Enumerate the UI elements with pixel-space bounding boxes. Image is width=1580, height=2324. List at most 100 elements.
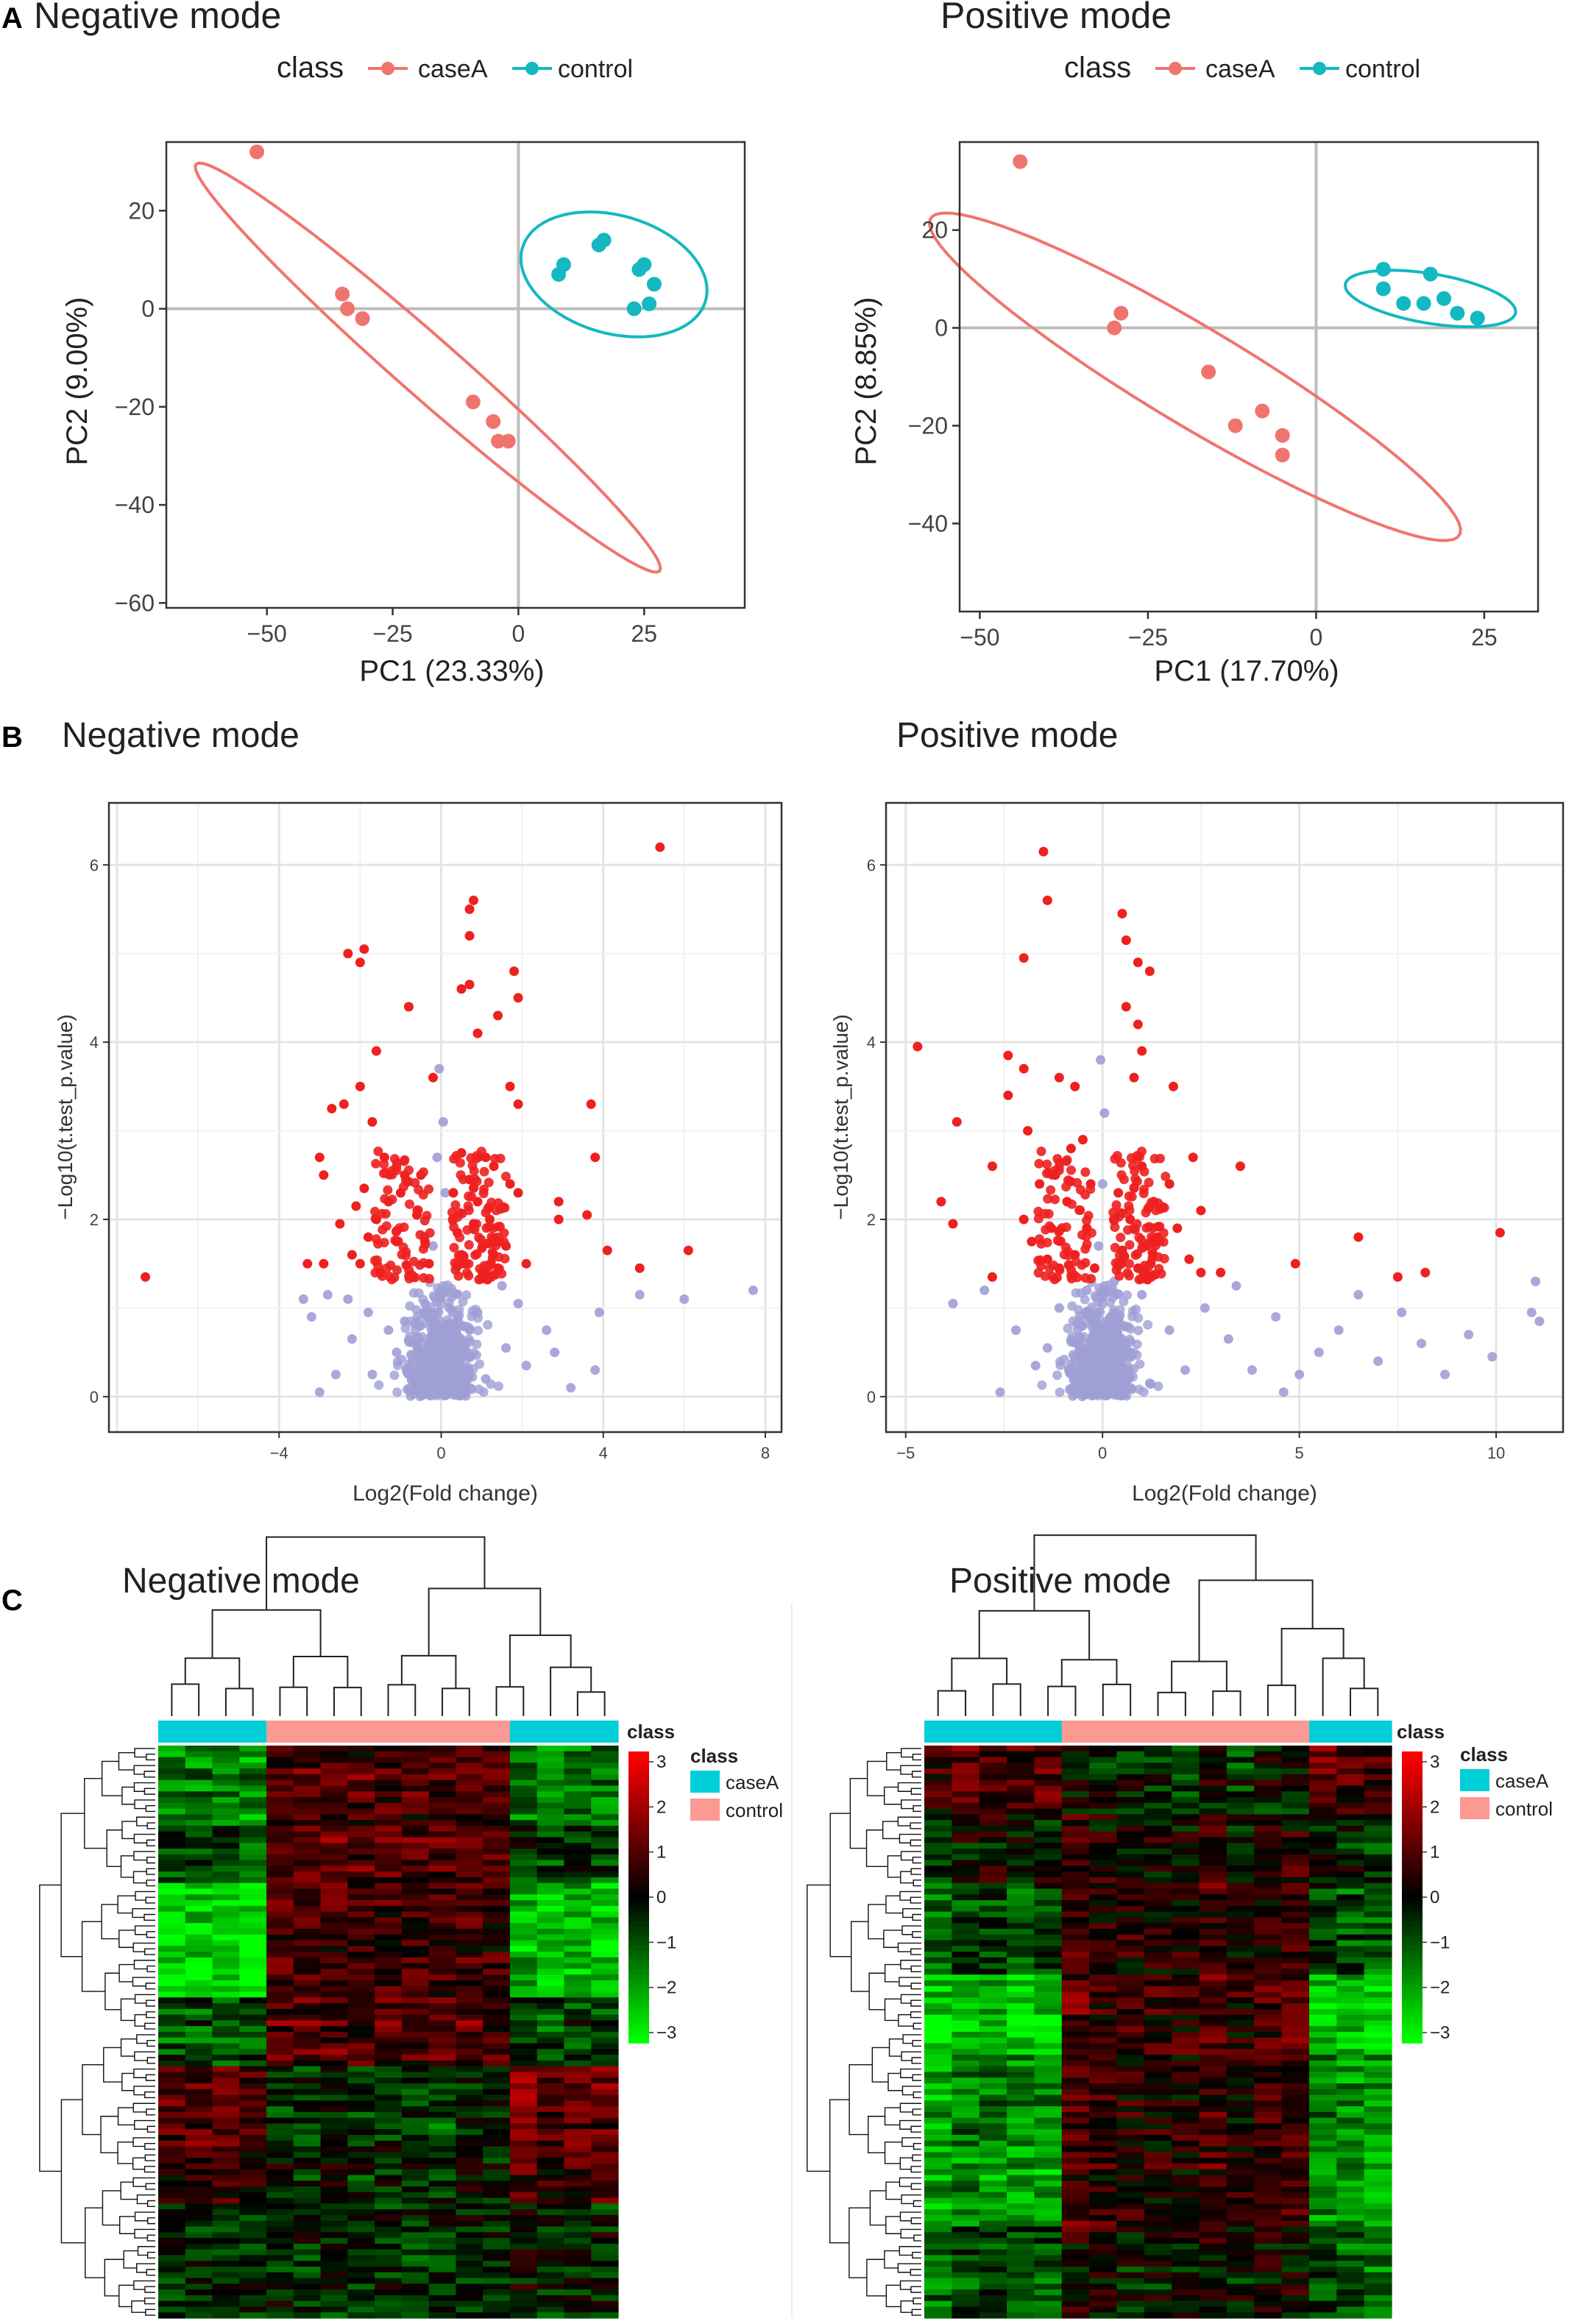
heatmap-positive-cell: [924, 1866, 952, 1872]
heatmap-positive-cell: [1336, 1763, 1365, 1769]
heatmap-positive-cell: [952, 1797, 980, 1804]
heatmap-negative-cell: [375, 1985, 403, 1993]
heatmap-positive-cell: [1061, 1882, 1090, 1890]
heatmap-negative-cell: [212, 2100, 240, 2107]
heatmap-negative-cell: [456, 2289, 483, 2296]
heatmap-positive-row-dendrogram-branch: [900, 1851, 921, 1861]
heatmap-positive-row-dendrogram-branch: [912, 2074, 921, 2081]
heatmap-negative-cell: [428, 2146, 457, 2153]
heatmap-negative-cell: [536, 1854, 565, 1861]
heatmap-negative-scale-step: [628, 1873, 649, 1879]
heatmap-positive-cell: [1172, 2055, 1200, 2061]
volcano-negative-point-ns: [453, 1365, 463, 1375]
volcano-negative-point-ns: [634, 1289, 645, 1300]
heatmap-negative-cell: [239, 1934, 267, 1941]
volcano-positive-point-sig: [1124, 1258, 1135, 1269]
heatmap-negative-cell: [293, 1940, 322, 1946]
pca-positive-xtick-label: 0: [1309, 624, 1322, 651]
volcano-positive-point-ns: [1114, 1390, 1124, 1400]
heatmap-negative-cell: [185, 1860, 213, 1866]
heatmap-positive-cell: [1061, 1871, 1090, 1878]
heatmap-negative-cell: [483, 2203, 511, 2210]
heatmap-negative-cell: [401, 2295, 430, 2302]
volcano-positive-point-ns: [1054, 1303, 1064, 1313]
heatmap-negative-cell: [239, 2197, 267, 2204]
heatmap-positive-row-dendrogram-branch: [897, 1942, 921, 1952]
heatmap-negative-cell: [428, 1888, 457, 1895]
heatmap-negative-cell: [347, 1768, 375, 1775]
heatmap-positive-cell: [1336, 2066, 1365, 2073]
heatmap-negative-cell: [428, 1763, 457, 1769]
heatmap-positive-cell: [1199, 1905, 1227, 1913]
heatmap-positive-cell: [1034, 1820, 1063, 1827]
heatmap-negative-cell: [212, 2123, 240, 2130]
heatmap-positive-cell: [1364, 2100, 1392, 2107]
volcano-negative-point-sig: [379, 1159, 389, 1169]
heatmap-negative-cell: [239, 1797, 267, 1804]
heatmap-negative-cell: [428, 2152, 457, 2158]
heatmap-positive-cell: [1034, 2072, 1063, 2078]
heatmap-negative-cell: [185, 2249, 213, 2256]
heatmap-positive-cell: [1364, 2003, 1392, 2010]
heatmap-negative-cell: [428, 2186, 457, 2193]
volcano-negative-point-ns: [444, 1384, 455, 1395]
heatmap-negative-cell: [536, 1837, 565, 1843]
heatmap-positive-cell: [1308, 1928, 1337, 1935]
heatmap-positive-cell: [924, 1791, 952, 1798]
heatmap-positive-row-dendrogram-branch: [901, 1799, 921, 1810]
heatmap-positive-cell: [1308, 1985, 1337, 1993]
heatmap-negative-cell: [239, 1900, 267, 1907]
heatmap-negative-cell: [266, 2117, 294, 2125]
heatmap-negative-cell: [185, 1871, 213, 1878]
heatmap-negative-cell: [239, 1866, 267, 1872]
volcano-positive-point-sig: [1495, 1227, 1505, 1238]
heatmap-positive-cell: [924, 1997, 952, 2004]
heatmap-positive-cell: [1061, 1905, 1090, 1913]
heatmap-positive-row-dendrogram-branch: [910, 1788, 921, 1795]
heatmap-negative-cell: [347, 2003, 375, 2010]
heatmap-positive-cell: [1254, 1854, 1283, 1861]
heatmap-negative-cell: [293, 1888, 322, 1895]
heatmap-negative-cell: [401, 2146, 430, 2153]
heatmap-negative-cell: [564, 2152, 592, 2158]
heatmap-negative-cell: [428, 1825, 457, 1832]
volcano-negative-point-ns: [431, 1365, 442, 1375]
heatmap-negative-cell: [428, 2295, 457, 2302]
heatmap-negative-cell: [483, 1825, 511, 1832]
heatmap-positive-cell: [924, 1877, 952, 1884]
heatmap-positive-cell: [1061, 1814, 1090, 1821]
heatmap-positive-cell: [924, 1957, 952, 1964]
heatmap-negative-cell: [483, 1860, 511, 1866]
heatmap-negative-cell: [456, 2032, 483, 2038]
heatmap-negative-row-dendrogram-branch: [133, 1833, 155, 1843]
pca-positive-ellipse-control: [1343, 269, 1517, 329]
heatmap-positive-cell: [1144, 2003, 1172, 2010]
heatmap-positive-cell: [1007, 2003, 1035, 2010]
heatmap-positive-cell: [924, 2077, 952, 2084]
heatmap-negative-cell: [483, 2152, 511, 2158]
heatmap-negative-cell: [266, 2284, 294, 2290]
heatmap-negative-cell: [591, 1917, 619, 1924]
heatmap-negative-cell: [266, 2226, 294, 2233]
heatmap-negative-cell: [266, 1928, 294, 1935]
heatmap-positive-cell: [1089, 1746, 1118, 1752]
heatmap-negative-cell: [401, 2158, 430, 2164]
heatmap-positive-cell: [1144, 1980, 1172, 1987]
volcano-positive-point-ns: [1097, 1382, 1107, 1392]
heatmap-positive-cell: [1199, 1831, 1227, 1838]
heatmap-positive-cell: [1034, 1774, 1063, 1781]
heatmap-positive-cell: [1061, 1820, 1090, 1827]
heatmap-positive-cell: [1364, 1888, 1392, 1895]
heatmap-negative-cell: [428, 2289, 457, 2296]
heatmap-negative-cell: [239, 2123, 267, 2130]
heatmap-negative-cell: [158, 2072, 186, 2078]
heatmap-negative-row-dendrogram-branch: [144, 1913, 155, 1921]
heatmap-positive-cell: [1308, 2020, 1337, 2027]
heatmap-positive-cell: [952, 1946, 980, 1952]
heatmap-negative-cell: [483, 2077, 511, 2084]
heatmap-positive-cell: [1061, 1917, 1090, 1924]
volcano-positive-point-sig: [1035, 1179, 1045, 1189]
heatmap-negative-cells: [158, 1746, 619, 2319]
heatmap-negative-cell: [320, 2214, 348, 2222]
